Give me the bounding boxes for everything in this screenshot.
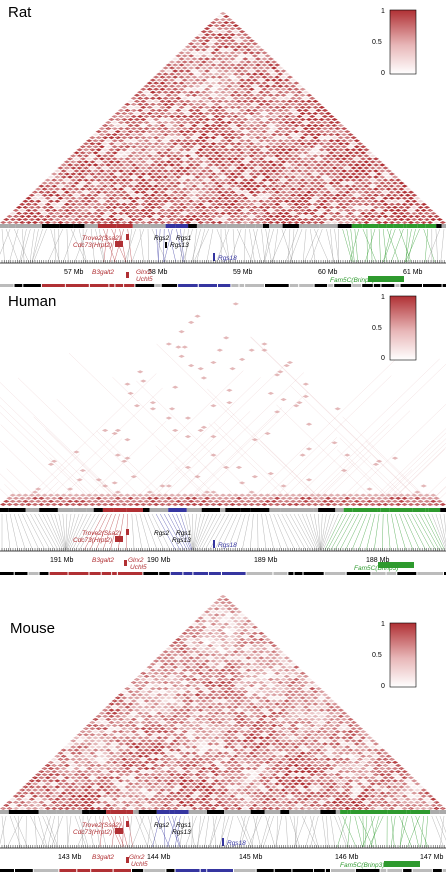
gene-cdc73: Cdc73(Hrpt2): [73, 242, 112, 249]
legend-mid: 0.5: [372, 39, 382, 46]
mb-label: 146 Mb: [335, 854, 358, 861]
gene-fam5c: Fam5C(Brinp3): [330, 277, 374, 284]
legend-max: 1: [381, 621, 385, 628]
legend-mid: 0.5: [372, 652, 382, 659]
gene-rgs18: Rgs18: [218, 542, 237, 549]
gene-cdc73: Cdc73(Hrpt2): [73, 537, 112, 544]
gene-trove2: Trove2(Ssa2): [82, 822, 121, 829]
gene-rgs2: Rgs2: [154, 822, 170, 829]
heatmap-triangle: [0, 595, 446, 811]
gene-rgs13: Rgs13: [172, 829, 191, 836]
mb-label: 59 Mb: [233, 269, 253, 276]
map-lines: [1, 513, 446, 551]
mb-label: 190 Mb: [147, 557, 170, 564]
mb-label: 58 Mb: [148, 269, 168, 276]
legend-max: 1: [381, 294, 385, 301]
mb-label: 61 Mb: [403, 269, 423, 276]
gene-rgs13: Rgs13: [172, 537, 191, 544]
gene-cdc73: Cdc73(Hrpt2): [73, 829, 112, 836]
snp-track: [0, 508, 446, 512]
legend-min: 0: [381, 683, 385, 690]
gene-rgs18: Rgs18: [218, 255, 237, 262]
mb-label: 191 Mb: [50, 557, 73, 564]
panel-human: Human 1 0.5 0 Trove2(Ssa2) Cdc73(Hrpt2) …: [0, 293, 446, 575]
panel-title: Human: [8, 293, 56, 310]
legend: 1 0.5 0: [372, 294, 417, 362]
gene-rgs1: Rgs1: [176, 822, 192, 829]
legend-min: 0: [381, 355, 385, 362]
legend-min: 0: [381, 70, 385, 77]
mb-label: 145 Mb: [239, 854, 262, 861]
mb-label: 189 Mb: [254, 557, 277, 564]
gene-annotations: Trove2(Ssa2) Cdc73(Hrpt2) Rgs2 Rgs1 Rgs1…: [73, 821, 246, 847]
panel-rat: Rat 1 0.5 0 Trove2(Ssa2) Cdc73(Hrpt2) Rg…: [0, 4, 446, 287]
snp-track: [0, 224, 446, 228]
scaffold-bar: [0, 284, 446, 287]
mb-label: 144 Mb: [147, 854, 170, 861]
legend: 1 0.5 0: [372, 621, 417, 690]
gene-fam5c: Fam5C(Brinp3): [340, 862, 384, 869]
gene-b3galt2: B3galt2: [92, 854, 114, 861]
gene-annotations: Trove2(Ssa2) Cdc73(Hrpt2) Rgs2 Rgs1 Rgs1…: [73, 529, 237, 549]
gene-fam5c: Fam5C(Brinp3): [354, 565, 398, 572]
gene-glrx2: Glrx2: [128, 557, 144, 564]
scaffold-bar: [0, 869, 446, 872]
gene-glrx2: Glrx2: [129, 854, 145, 861]
gene-trove2: Trove2(Ssa2): [82, 530, 121, 537]
mb-label: 147 Mb: [420, 854, 443, 861]
legend: 1 0.5 0: [372, 8, 417, 77]
legend-colorbar: [389, 9, 417, 75]
gene-rgs1: Rgs1: [176, 530, 192, 537]
gene-uchl5: Uchl5: [130, 564, 147, 571]
scaffold-bar: [0, 572, 446, 575]
gene-b3galt2: B3galt2: [92, 557, 114, 564]
chromosome-axis: 57 Mb 58 Mb 59 Mb 60 Mb 61 Mb B3galt2 Gl…: [0, 260, 446, 284]
mb-label: 188 Mb: [366, 557, 389, 564]
gene-uchl5: Uchl5: [131, 861, 148, 868]
heatmap-triangle: [0, 302, 446, 507]
gene-rgs2: Rgs2: [154, 235, 170, 242]
mb-label: 60 Mb: [318, 269, 338, 276]
gene-trove2: Trove2(Ssa2): [82, 235, 121, 242]
mb-label: 143 Mb: [58, 854, 81, 861]
gene-rgs18: Rgs18: [227, 840, 246, 847]
gene-rgs1: Rgs1: [176, 235, 192, 242]
heatmap-triangle: [0, 12, 446, 225]
chromosome-axis: 191 Mb 190 Mb 189 Mb 188 Mb B3galt2 Glrx…: [0, 548, 446, 572]
panel-title: Mouse: [10, 620, 55, 637]
gene-glrx2: Glrx2: [136, 269, 152, 276]
mb-label: 57 Mb: [64, 269, 84, 276]
snp-track: [0, 810, 446, 814]
gene-b3galt2: B3galt2: [92, 269, 114, 276]
legend-mid: 0.5: [372, 325, 382, 332]
gene-rgs13: Rgs13: [170, 242, 189, 249]
panel-mouse: Mouse 1 0.5 0 Trove2(Ssa2) Cdc73(Hrpt2) …: [0, 595, 446, 872]
legend-max: 1: [381, 8, 385, 15]
chromosome-axis: 143 Mb 144 Mb 145 Mb 146 Mb 147 Mb B3gal…: [0, 845, 446, 869]
panel-title: Rat: [8, 4, 32, 21]
gene-rgs2: Rgs2: [154, 530, 170, 537]
gene-uchl5: Uchl5: [136, 276, 153, 283]
gene-annotations: Trove2(Ssa2) Cdc73(Hrpt2) Rgs2 Rgs1 Rgs1…: [73, 234, 237, 262]
map-lines: [0, 815, 446, 848]
